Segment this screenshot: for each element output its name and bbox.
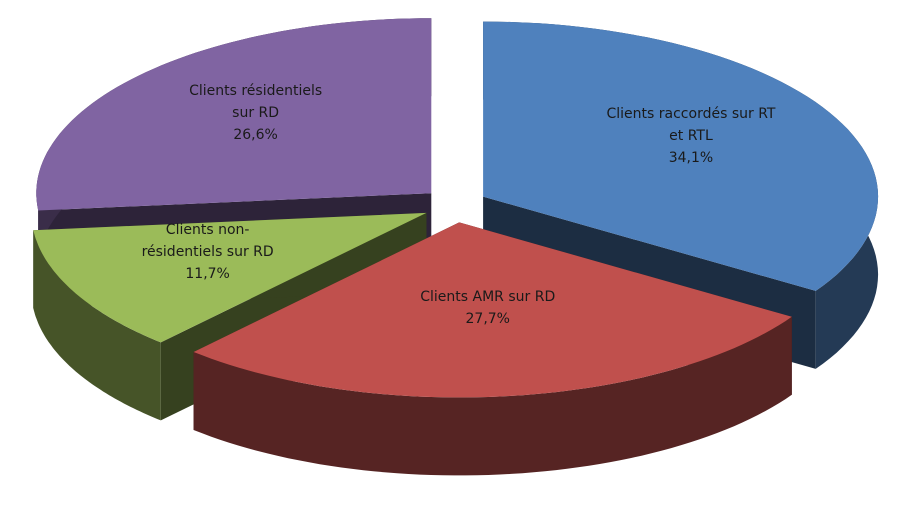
value-label: 26,6%	[233, 126, 278, 143]
slice	[483, 21, 879, 291]
value-label: 34,1%	[668, 150, 714, 167]
category-label: Clients résidentiels sur RD	[189, 82, 323, 121]
slice	[193, 222, 792, 398]
slice-wall	[193, 316, 792, 476]
slice-wall	[33, 230, 161, 421]
slice-label: Clients non-résidentiels sur RD 11,7%	[133, 219, 283, 285]
value-label: 11,7%	[185, 265, 230, 282]
slice	[36, 18, 432, 211]
slice-label: Clients raccordés sur RT et RTL 34,1%	[603, 103, 778, 169]
category-label: Clients AMR sur RD	[420, 288, 556, 305]
slice	[33, 212, 427, 343]
category-label: Clients non-résidentiels sur RD	[141, 221, 274, 260]
value-label: 27,7%	[465, 310, 510, 327]
category-label: Clients raccordés sur RT et RTL	[606, 106, 776, 145]
slice-label: Clients résidentiels sur RD 26,6%	[181, 80, 331, 146]
slice-label: Clients AMR sur RD 27,7%	[383, 286, 593, 330]
